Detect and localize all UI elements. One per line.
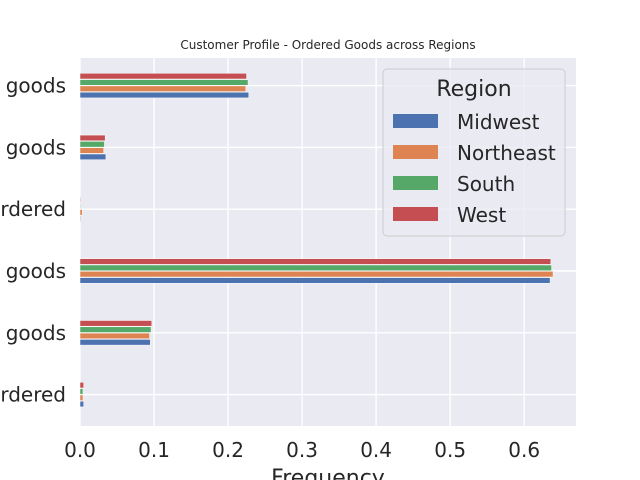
- legend-label-west: West: [457, 203, 506, 227]
- legend: Region Midwest Northeast South West: [382, 68, 566, 237]
- bar-northeast-1: [79, 147, 104, 154]
- bar-south-2: [79, 202, 81, 210]
- y-category-label: goods: [6, 74, 66, 98]
- legend-swatch-west: [393, 207, 438, 221]
- x-tick-labels: 0.0 0.1 0.2 0.3 0.4 0.5 0.6: [64, 438, 540, 462]
- bar-south-0: [79, 79, 249, 86]
- x-tick-label: 0.6: [508, 438, 540, 462]
- bar-northeast-3: [79, 271, 554, 278]
- legend-items: Midwest Northeast South West: [393, 110, 556, 227]
- bar-south-4: [79, 326, 152, 333]
- x-tick-label: 0.4: [360, 438, 392, 462]
- bar-midwest-5: [79, 400, 84, 408]
- legend-label-northeast: Northeast: [457, 141, 556, 165]
- bar-west-0: [79, 73, 247, 80]
- bar-midwest-3: [79, 277, 551, 284]
- bar-northeast-5: [79, 394, 84, 401]
- bar-west-2: [79, 196, 81, 203]
- legend-swatch-northeast: [393, 145, 438, 159]
- chart-title: Customer Profile - Ordered Goods across …: [180, 38, 475, 52]
- bar-midwest-0: [79, 91, 250, 99]
- bar-northeast-0: [79, 85, 247, 92]
- bar-west-1: [79, 134, 106, 142]
- x-tick-label: 0.2: [212, 438, 244, 462]
- bar-northeast-4: [79, 332, 150, 340]
- y-category-label: goods: [6, 321, 66, 345]
- x-tick-label: 0.0: [64, 438, 96, 462]
- bar-south-5: [79, 388, 84, 395]
- bar-northeast-2: [79, 209, 83, 216]
- bar-west-5: [79, 382, 84, 389]
- x-axis-label: Frequency: [271, 466, 385, 480]
- legend-swatch-midwest: [393, 114, 438, 128]
- bars: [79, 73, 554, 408]
- legend-title: Region: [436, 77, 511, 102]
- bar-midwest-1: [79, 153, 107, 160]
- x-tick-label: 0.5: [434, 438, 466, 462]
- bar-west-4: [79, 320, 153, 327]
- y-category-label: rdered: [0, 383, 66, 407]
- legend-label-midwest: Midwest: [457, 110, 540, 134]
- y-category-labels: goods goods rdered goods goods rdered: [0, 74, 66, 407]
- legend-box: [382, 68, 566, 237]
- y-category-label: goods: [6, 259, 66, 283]
- x-tick-label: 0.3: [286, 438, 318, 462]
- bar-west-3: [79, 258, 552, 265]
- legend-label-south: South: [457, 172, 515, 196]
- y-category-label: rdered: [0, 197, 66, 221]
- x-tick-label: 0.1: [138, 438, 170, 462]
- bar-midwest-4: [79, 339, 151, 346]
- bar-midwest-2: [79, 215, 81, 222]
- bar-south-3: [79, 264, 552, 271]
- y-category-label: goods: [6, 135, 66, 159]
- bar-south-1: [79, 141, 105, 148]
- legend-swatch-south: [393, 176, 438, 190]
